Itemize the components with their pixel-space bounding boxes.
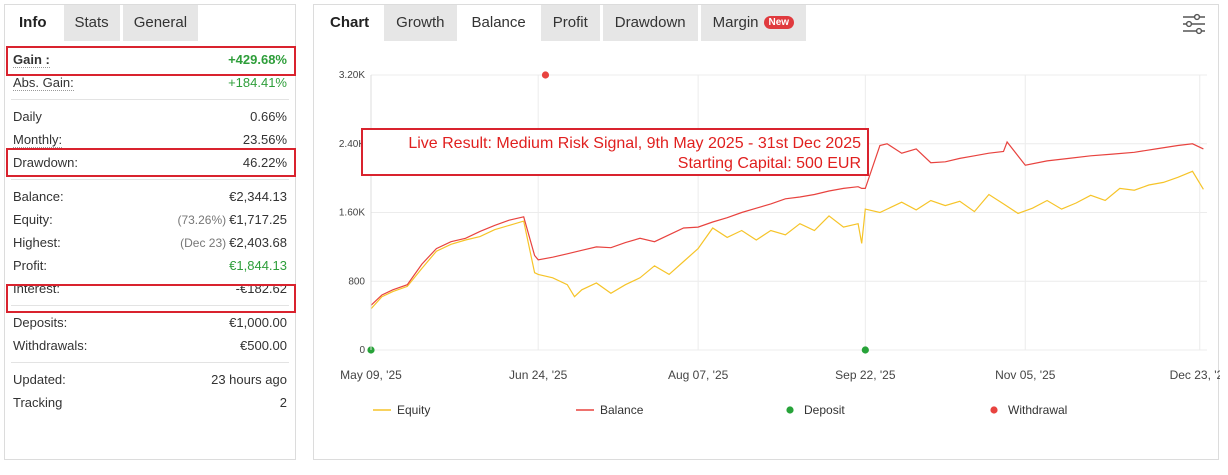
balance-row: Balance: €2,344.13 — [13, 185, 287, 208]
rate-group: Daily 0.66% Monthly: 23.56% Drawdown: 46… — [11, 100, 289, 180]
tab-growth[interactable]: Growth — [384, 5, 457, 41]
result-annotation: Live Result: Medium Risk Signal, 9th May… — [361, 128, 869, 176]
daily-value: 0.66% — [250, 109, 287, 124]
tab-profit[interactable]: Profit — [540, 5, 600, 41]
daily-label: Daily — [13, 109, 42, 124]
drawdown-value: 46.22% — [242, 155, 287, 170]
info-tabs: Info Stats General — [5, 5, 295, 43]
tracking-label: Tracking — [13, 395, 63, 410]
y-tick-label: 1.60K — [339, 208, 365, 219]
monthly-value: 23.56% — [242, 132, 287, 147]
chart-axes: 0 800 1.60K 2.40K 3.20K May 09, '25 Jun 24, '2… — [339, 70, 1220, 382]
legend-label-deposit: Deposit — [804, 403, 845, 417]
gain-label[interactable]: Gain : — [13, 51, 50, 68]
equity-value: €1,717.25 — [229, 212, 287, 227]
withdrawals-value: €500.00 — [240, 338, 287, 353]
x-tick-label: May 09, '25 — [340, 368, 402, 382]
abs-gain-row: Abs. Gain: +184.41% — [13, 71, 287, 94]
withdrawals-row: Withdrawals: €500.00 — [13, 334, 287, 357]
tab-margin[interactable]: Margin New — [700, 5, 807, 41]
interest-row: Interest: -€182.62 — [13, 277, 287, 300]
legend-label-withdrawal: Withdrawal — [1008, 403, 1067, 417]
x-tick-label: Aug 07, '25 — [668, 368, 729, 382]
chart-series — [370, 140, 1204, 310]
updated-label: Updated: — [13, 372, 66, 387]
highest-value-wrap: (Dec 23) €2,403.68 — [180, 235, 287, 250]
gain-group: Gain : +429.68% Abs. Gain: +184.41% — [11, 43, 289, 100]
funds-group: Deposits: €1,000.00 Withdrawals: €500.00 — [11, 306, 289, 363]
annotation-line-1: Live Result: Medium Risk Signal, 9th May… — [408, 135, 861, 152]
info-panel: Info Stats General Gain : +429.68% Abs. … — [4, 4, 296, 460]
y-tick-label: 2.40K — [339, 139, 365, 150]
drawdown-label: Drawdown: — [13, 155, 79, 170]
equity-row: Equity: (73.26%) €1,717.25 — [13, 208, 287, 231]
new-badge: New — [763, 16, 795, 29]
tracking-value[interactable]: 2 — [279, 395, 287, 410]
series-line-balance — [370, 140, 1204, 306]
deposits-label: Deposits: — [13, 315, 68, 330]
profit-value: €1,844.13 — [229, 258, 287, 273]
monthly-label[interactable]: Monthly: — [13, 131, 63, 148]
chart-panel: Chart Growth Balance Profit Drawdown Mar… — [313, 4, 1220, 460]
withdrawal-marker — [541, 71, 550, 79]
equity-note: (73.26%) — [177, 213, 227, 227]
equity-label: Equity: — [13, 212, 53, 227]
interest-label: Interest: — [13, 281, 60, 296]
deposit-marker — [861, 346, 869, 354]
abs-gain-value: +184.41% — [228, 75, 287, 90]
annotation-line-2: Starting Capital: 500 EUR — [677, 155, 861, 172]
equity-value-wrap: (73.26%) €1,717.25 — [177, 212, 287, 227]
legend-label-balance: Balance — [600, 403, 644, 417]
deposits-value: €1,000.00 — [229, 315, 287, 330]
tab-chart[interactable]: Chart — [318, 5, 382, 41]
chart-grid — [370, 74, 1207, 351]
legend-swatch-withdrawal — [990, 406, 998, 414]
updated-value: 23 hours ago — [211, 372, 287, 387]
y-tick-label: 0 — [359, 345, 365, 356]
balance-label: Balance: — [13, 189, 64, 204]
balance-chart: 0 800 1.60K 2.40K 3.20K May 09, '25 Jun 24, '2… — [339, 70, 1220, 417]
sliders-icon[interactable] — [1182, 13, 1206, 35]
x-tick-label: Dec 23, '25 — [1170, 368, 1220, 382]
x-tick-label: Sep 22, '25 — [835, 368, 896, 382]
gain-row: Gain : +429.68% — [13, 48, 287, 71]
chart-legend: Equity Balance Deposit Withdrawal — [373, 403, 1067, 417]
tab-general[interactable]: General — [122, 5, 199, 41]
y-tick-label: 800 — [348, 276, 365, 287]
daily-row: Daily 0.66% — [13, 105, 287, 128]
highest-row: Highest: (Dec 23) €2,403.68 — [13, 231, 287, 254]
legend-swatch-deposit — [786, 406, 794, 414]
x-tick-label: Nov 05, '25 — [995, 368, 1056, 382]
updated-row: Updated: 23 hours ago — [13, 368, 287, 391]
tab-stats[interactable]: Stats — [63, 5, 120, 41]
highest-value: €2,403.68 — [229, 235, 287, 250]
interest-value: -€182.62 — [235, 281, 287, 296]
tracking-row: Tracking 2 — [13, 391, 287, 414]
monthly-row: Monthly: 23.56% — [13, 128, 287, 151]
account-group: Balance: €2,344.13 Equity: (73.26%) €1,71… — [11, 180, 289, 306]
profit-label: Profit: — [13, 258, 47, 273]
tab-margin-label: Margin — [712, 14, 759, 31]
x-tick-label: Jun 24, '25 — [509, 368, 568, 382]
withdrawals-label: Withdrawals: — [13, 338, 88, 353]
abs-gain-label[interactable]: Abs. Gain: — [13, 74, 74, 91]
tab-info[interactable]: Info — [5, 5, 61, 41]
deposits-row: Deposits: €1,000.00 — [13, 311, 287, 334]
tab-balance[interactable]: Balance — [459, 5, 538, 41]
chart-tabs: Chart Growth Balance Profit Drawdown Mar… — [314, 5, 1218, 43]
tab-drawdown[interactable]: Drawdown — [602, 5, 698, 41]
legend-label-equity: Equity — [397, 403, 430, 417]
meta-group: Updated: 23 hours ago Tracking 2 — [11, 363, 289, 419]
profit-row: Profit: €1,844.13 — [13, 254, 287, 277]
series-line-equity — [370, 170, 1204, 310]
balance-value: €2,344.13 — [229, 189, 287, 204]
y-tick-label: 3.20K — [339, 70, 365, 81]
highest-label: Highest: — [13, 235, 61, 250]
highest-note: (Dec 23) — [180, 236, 227, 250]
drawdown-row: Drawdown: 46.22% — [13, 151, 287, 174]
gain-value: +429.68% — [228, 52, 287, 67]
